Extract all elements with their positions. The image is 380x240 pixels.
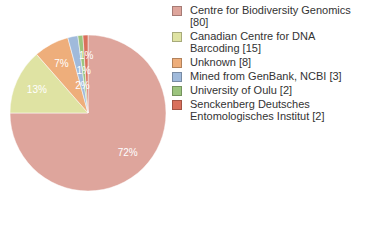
- svg-text:2%: 2%: [75, 80, 90, 91]
- html-text:University of Oulu [2]: University of Oulu [2]: [190, 84, 293, 96]
- svg-text:1%: 1%: [79, 50, 94, 61]
- html-text:Centre for Biodiversity Genomi: Centre for Biodiversity Genomics [80]: [190, 4, 351, 28]
- svg-text:1%: 1%: [77, 65, 92, 76]
- html-text:Canadian Centre for DNA Barcod: Canadian Centre for DNA Barcoding [15]: [190, 30, 315, 54]
- svg-text:13%: 13%: [27, 84, 47, 95]
- svg-text:7%: 7%: [54, 58, 69, 69]
- html-text:Mined from GenBank, NCBI [3]: Mined from GenBank, NCBI [3]: [190, 70, 342, 82]
- svg-text:72%: 72%: [118, 147, 138, 158]
- html-text:Senckenberg Deutsches Entomolo: Senckenberg Deutsches Entomologisches In…: [190, 98, 325, 122]
- html-text:Unknown [8]: Unknown [8]: [190, 56, 252, 68]
